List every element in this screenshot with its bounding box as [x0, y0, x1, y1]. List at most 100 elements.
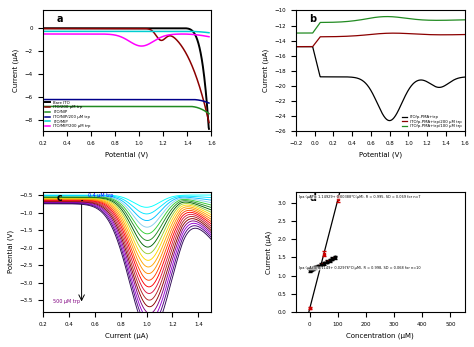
ITO/NIP	[165, 104, 171, 109]
ITO/p-PMA+trp/100 μM trp	[384, 15, 390, 19]
ITO/p-PMA+trp	[387, 119, 392, 123]
ITO/NIP/200 μM trp	[165, 98, 171, 102]
ITO/p-PMA+trp/100 μM trp	[323, 20, 328, 25]
Line: Bare ITO: Bare ITO	[43, 28, 209, 129]
Text: d: d	[309, 193, 316, 203]
ITO/MIP	[82, 29, 88, 33]
Line: ITO/200 μM trp: ITO/200 μM trp	[43, 28, 209, 122]
ITO/p-PMA+trp/100 μM trp	[406, 17, 411, 21]
Bare ITO	[138, 26, 144, 30]
Line: ITO/p-PMA+trp/100 μM trp: ITO/p-PMA+trp/100 μM trp	[296, 17, 465, 33]
ITO/p-PMA+trp/200 μM trp	[391, 31, 396, 35]
ITO/NIP	[138, 104, 144, 109]
ITO/NIP	[206, 112, 212, 116]
ITO/MIP/200 μM trp	[165, 33, 171, 37]
ITO/200 μM trp	[82, 26, 88, 31]
ITO/p-PMA+trp	[392, 113, 398, 118]
ITO/NIP/200 μM trp	[40, 98, 46, 102]
ITO/MIP/200 μM trp	[206, 35, 212, 39]
ITO/p-PMA+trp	[293, 44, 299, 49]
Legend: Bare ITO, ITO/200 μM trp, ITO/NIP, ITO/NIP/200 μM trp, ITO/MIP, ITO/MIP/200 μM t: Bare ITO, ITO/200 μM trp, ITO/NIP, ITO/N…	[45, 100, 91, 129]
ITO/p-PMA+trp/200 μM trp	[406, 32, 411, 36]
ITO/p-PMA+trp/100 μM trp	[337, 20, 342, 24]
ITO/p-PMA+trp/200 μM trp	[420, 32, 426, 36]
ITO/MIP/200 μM trp	[138, 44, 144, 48]
Text: Ipa (μA) = 0.1149+ 0.02976*C(μM), R = 0.998, SD = 0.068 for n=10: Ipa (μA) = 0.1149+ 0.02976*C(μM), R = 0.…	[299, 266, 421, 270]
Text: a: a	[56, 14, 63, 24]
ITO/NIP	[40, 104, 46, 109]
ITO/MIP	[69, 29, 75, 33]
ITO/NIP	[69, 104, 75, 109]
ITO/MIP	[115, 29, 121, 33]
ITO/p-PMA+trp	[420, 78, 426, 82]
X-axis label: Concentration (μM): Concentration (μM)	[346, 332, 414, 339]
ITO/p-PMA+trp/200 μM trp	[392, 31, 398, 35]
Y-axis label: Current (μA): Current (μA)	[265, 230, 272, 273]
Line: ITO/p-PMA+trp/200 μM trp: ITO/p-PMA+trp/200 μM trp	[296, 33, 465, 46]
Line: ITO/NIP: ITO/NIP	[43, 107, 209, 114]
ITO/200 μM trp	[165, 34, 171, 39]
Bare ITO	[69, 26, 75, 30]
ITO/200 μM trp	[69, 26, 75, 31]
ITO/p-PMA+trp	[323, 75, 328, 79]
ITO/MIP	[138, 29, 144, 33]
ITO/NIP/200 μM trp	[82, 98, 88, 102]
Text: b: b	[309, 14, 317, 24]
ITO/p-PMA+trp/200 μM trp	[293, 44, 299, 49]
ITO/NIP/200 μM trp	[138, 98, 144, 102]
ITO/p-PMA+trp/200 μM trp	[323, 35, 328, 39]
ITO/p-PMA+trp/200 μM trp	[337, 34, 342, 39]
ITO/p-PMA+trp/100 μM trp	[420, 18, 426, 22]
ITO/p-PMA+trp/100 μM trp	[369, 16, 375, 20]
ITO/p-PMA+trp	[337, 75, 342, 79]
ITO/p-PMA+trp/100 μM trp	[462, 18, 467, 22]
ITO/p-PMA+trp/100 μM trp	[293, 31, 299, 35]
ITO/MIP	[206, 31, 212, 35]
ITO/NIP	[82, 104, 88, 109]
ITO/200 μM trp	[151, 30, 156, 34]
Line: ITO/MIP/200 μM trp: ITO/MIP/200 μM trp	[43, 34, 209, 46]
ITO/NIP/200 μM trp	[69, 98, 75, 102]
ITO/MIP	[165, 29, 171, 33]
Text: 0.4 μM trp: 0.4 μM trp	[82, 193, 113, 201]
ITO/p-PMA+trp/200 μM trp	[462, 33, 467, 37]
ITO/MIP/200 μM trp	[139, 44, 145, 48]
Line: ITO/p-PMA+trp: ITO/p-PMA+trp	[296, 46, 465, 121]
ITO/MIP/200 μM trp	[40, 32, 46, 36]
ITO/NIP	[151, 104, 156, 109]
ITO/p-PMA+trp	[462, 75, 467, 79]
ITO/200 μM trp	[138, 26, 144, 31]
ITO/MIP	[40, 29, 46, 33]
ITO/200 μM trp	[115, 26, 121, 31]
Text: 500 μM trp: 500 μM trp	[53, 299, 80, 304]
ITO/p-PMA+trp	[406, 87, 411, 92]
Bare ITO	[82, 26, 88, 30]
X-axis label: Current (μA): Current (μA)	[105, 332, 149, 339]
ITO/NIP	[115, 104, 121, 109]
Bare ITO	[206, 127, 212, 131]
Bare ITO	[151, 26, 156, 30]
ITO/p-PMA+trp	[369, 91, 375, 95]
ITO/NIP/200 μM trp	[206, 101, 212, 105]
Bare ITO	[115, 26, 121, 30]
Y-axis label: Potential (V): Potential (V)	[8, 230, 14, 273]
ITO/MIP	[151, 29, 156, 33]
ITO/NIP/200 μM trp	[115, 98, 121, 102]
X-axis label: Potential (V): Potential (V)	[106, 151, 148, 158]
Y-axis label: Current (μA): Current (μA)	[263, 49, 269, 92]
ITO/p-PMA+trp/200 μM trp	[369, 32, 375, 36]
ITO/200 μM trp	[206, 120, 212, 125]
Text: c: c	[56, 193, 62, 203]
Bare ITO	[40, 26, 46, 30]
ITO/p-PMA+trp/100 μM trp	[392, 15, 398, 19]
Text: Ipa (μA) = 1.14929+ 0.00388*C(μM), R = 0.995, SD = 0.069 for n=7: Ipa (μA) = 1.14929+ 0.00388*C(μM), R = 0…	[299, 195, 421, 199]
ITO/MIP/200 μM trp	[151, 39, 157, 43]
Y-axis label: Current (μA): Current (μA)	[13, 49, 19, 92]
ITO/MIP/200 μM trp	[115, 34, 121, 38]
ITO/MIP/200 μM trp	[82, 32, 88, 36]
Line: ITO/MIP: ITO/MIP	[43, 31, 209, 33]
Line: ITO/NIP/200 μM trp: ITO/NIP/200 μM trp	[43, 100, 209, 103]
Legend: ITO/p-PMA+trp, ITO/p-PMA+trp/200 μM trp, ITO/p-PMA+trp/100 μM trp: ITO/p-PMA+trp, ITO/p-PMA+trp/200 μM trp,…	[401, 114, 463, 129]
ITO/200 μM trp	[40, 26, 46, 31]
X-axis label: Potential (V): Potential (V)	[359, 151, 401, 158]
